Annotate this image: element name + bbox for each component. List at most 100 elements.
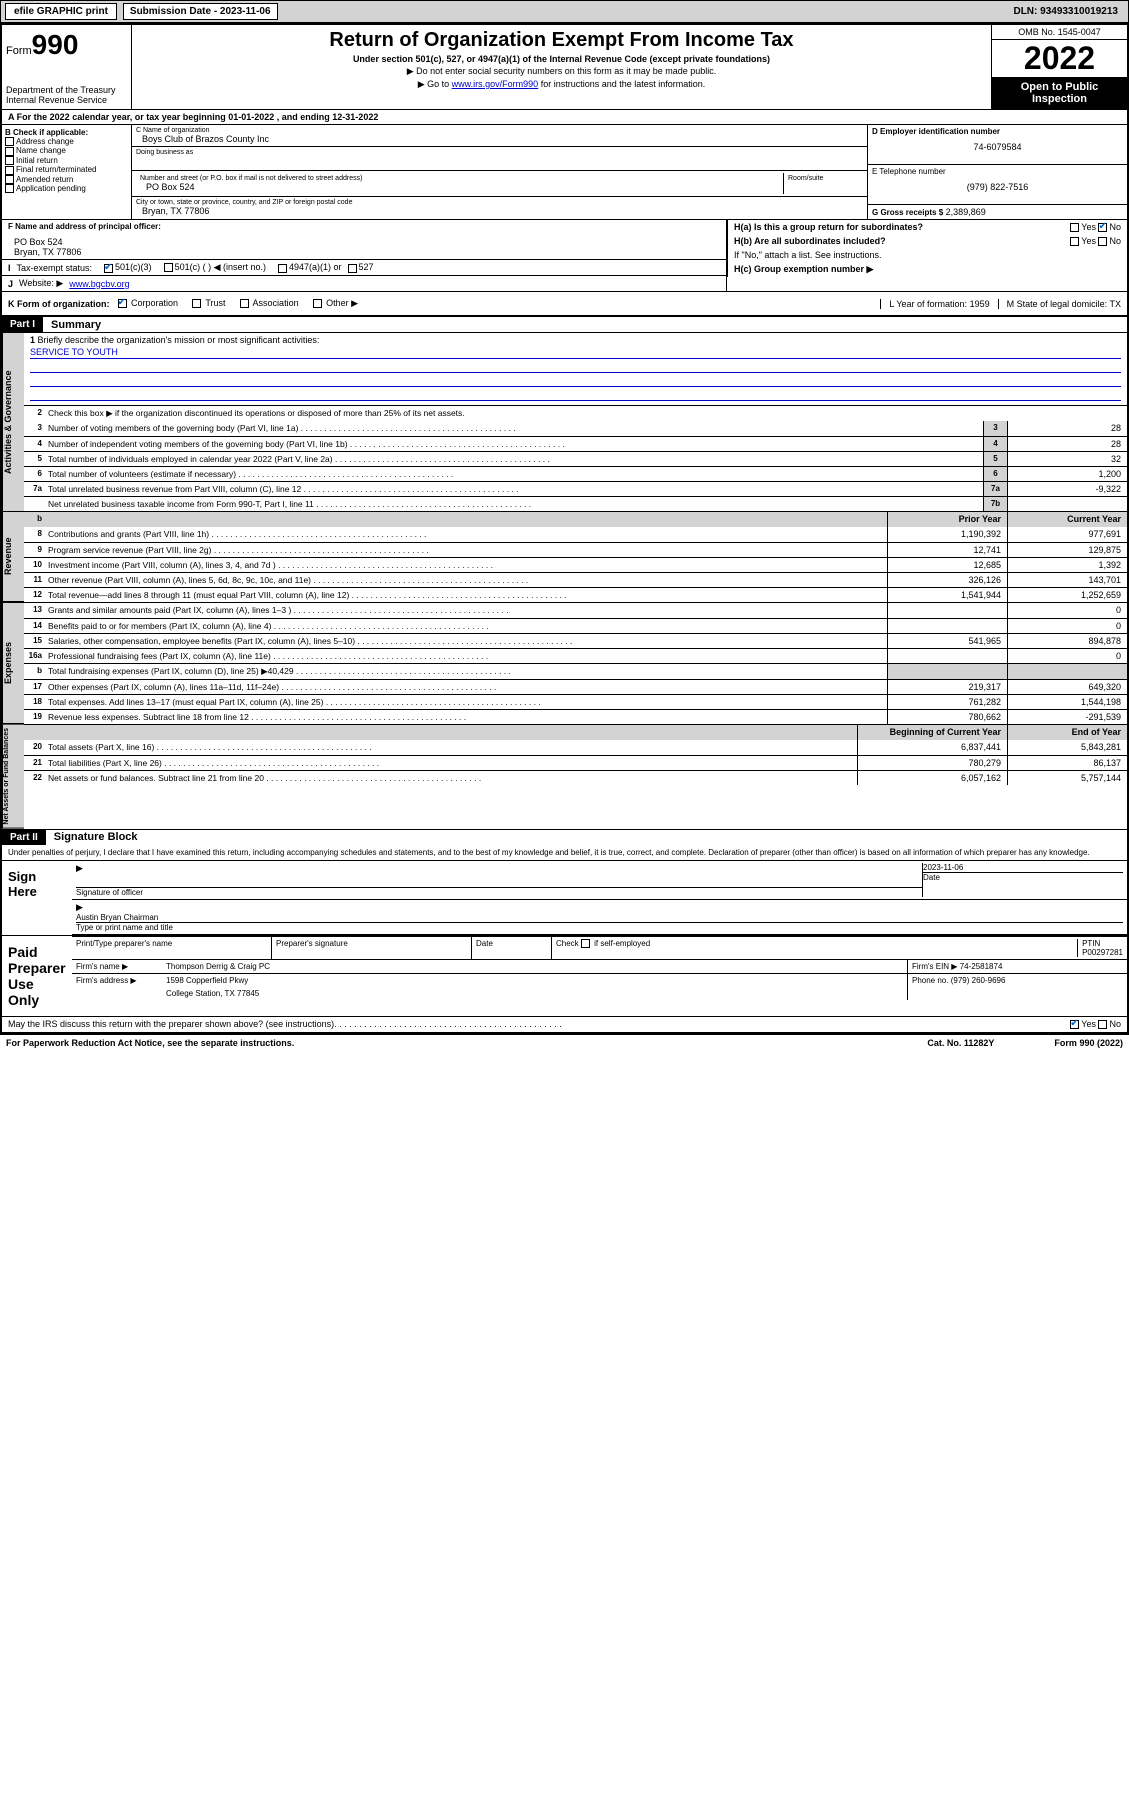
j-label: Website: ▶ xyxy=(19,278,63,289)
irs-label: Internal Revenue Service xyxy=(6,95,127,105)
i-label: Tax-exempt status: xyxy=(17,263,93,273)
table-row: 20Total assets (Part X, line 16)6,837,44… xyxy=(24,740,1127,755)
tax-year: 2022 xyxy=(992,40,1127,77)
submission-date: Submission Date - 2023-11-06 xyxy=(123,3,278,20)
ha-no[interactable] xyxy=(1098,223,1107,232)
table-row: 14Benefits paid to or for members (Part … xyxy=(24,618,1127,633)
q2-text: Check this box ▶ if the organization dis… xyxy=(46,406,1127,421)
sig-declaration: Under penalties of perjury, I declare th… xyxy=(2,845,1127,860)
row-a-taxyear: A For the 2022 calendar year, or tax yea… xyxy=(2,109,1127,124)
boxb-item[interactable]: Amended return xyxy=(5,175,128,184)
col-curr: Current Year xyxy=(1007,512,1127,527)
table-row: 7aTotal unrelated business revenue from … xyxy=(24,481,1127,496)
side-revenue: Revenue xyxy=(2,512,24,602)
prep-sig-label: Preparer's signature xyxy=(272,937,472,959)
irs-link[interactable]: www.irs.gov/Form990 xyxy=(452,79,539,89)
ha-label: H(a) Is this a group return for subordin… xyxy=(734,222,923,232)
boxb-item[interactable]: Final return/terminated xyxy=(5,165,128,174)
footer-catno: Cat. No. 11282Y xyxy=(927,1038,994,1048)
table-row: 12Total revenue—add lines 8 through 11 (… xyxy=(24,587,1127,602)
table-row: 13Grants and similar amounts paid (Part … xyxy=(24,603,1127,618)
side-activities: Activities & Governance xyxy=(2,333,24,511)
m-val: TX xyxy=(1109,299,1121,309)
f-addr2: Bryan, TX 77806 xyxy=(8,247,720,257)
l-val: 1959 xyxy=(970,299,990,309)
may-irs-discuss: May the IRS discuss this return with the… xyxy=(8,1019,334,1029)
k-opt[interactable]: Trust xyxy=(192,298,226,308)
checkbox-501c[interactable] xyxy=(164,263,173,272)
part2-header: Part II xyxy=(2,830,46,845)
f-label: F Name and address of principal officer: xyxy=(8,222,720,231)
boxb-item[interactable]: Address change xyxy=(5,137,128,146)
firm-addr2: College Station, TX 77845 xyxy=(166,985,903,998)
irs-yes[interactable] xyxy=(1070,1020,1079,1029)
hb-no[interactable] xyxy=(1098,237,1107,246)
q1-text: Briefly describe the organization's miss… xyxy=(38,335,320,345)
subtitle-2: ▶ Do not enter social security numbers o… xyxy=(136,66,987,77)
form-number: Form990 xyxy=(6,29,127,61)
box-b: B Check if applicable: Address changeNam… xyxy=(2,125,132,219)
table-row: 15Salaries, other compensation, employee… xyxy=(24,633,1127,648)
paid-preparer: Paid Preparer Use Only xyxy=(2,936,72,1016)
subtitle-3: ▶ Go to www.irs.gov/Form990 for instruct… xyxy=(136,79,987,90)
side-netassets: Net Assets or Fund Balances xyxy=(2,725,24,829)
city-label: City or town, state or province, country… xyxy=(136,199,863,206)
sig-officer-label: Signature of officer xyxy=(76,888,143,897)
firm-name-label: Firm's name ▶ xyxy=(72,960,162,973)
street-value: PO Box 524 xyxy=(140,182,779,192)
part2-title: Signature Block xyxy=(46,831,138,843)
firm-ein: 74-2581874 xyxy=(960,962,1003,971)
f-addr1: PO Box 524 xyxy=(8,231,720,247)
boxb-item[interactable]: Initial return xyxy=(5,156,128,165)
boxb-item[interactable]: Application pending xyxy=(5,184,128,193)
hb-yes[interactable] xyxy=(1070,237,1079,246)
ha-yes[interactable] xyxy=(1070,223,1079,232)
boxb-item[interactable]: Name change xyxy=(5,146,128,155)
website-link[interactable]: www.bgcbv.org xyxy=(69,279,129,289)
table-row: bTotal fundraising expenses (Part IX, co… xyxy=(24,663,1127,679)
mission-text: SERVICE TO YOUTH xyxy=(30,347,118,357)
checkbox-4947[interactable] xyxy=(278,264,287,273)
c-name-label: C Name of organization xyxy=(136,127,863,134)
firm-phone: (979) 260-9696 xyxy=(951,976,1006,985)
room-label: Room/suite xyxy=(788,175,859,182)
k-opt[interactable]: Corporation xyxy=(118,298,179,308)
ptin-value: P00297281 xyxy=(1082,948,1123,957)
sign-here: Sign Here xyxy=(2,861,72,935)
officer-name: Austin Bryan Chairman xyxy=(76,913,1123,923)
dln: DLN: 93493310019213 xyxy=(1013,6,1118,17)
irs-no[interactable] xyxy=(1098,1020,1107,1029)
part1-title: Summary xyxy=(43,319,101,331)
table-row: 4Number of independent voting members of… xyxy=(24,436,1127,451)
street-label: Number and street (or P.O. box if mail i… xyxy=(140,175,779,182)
gross-label: G Gross receipts $ xyxy=(872,208,943,217)
checkbox-501c3[interactable] xyxy=(104,264,113,273)
table-row: 16aProfessional fundraising fees (Part I… xyxy=(24,648,1127,663)
city-value: Bryan, TX 77806 xyxy=(136,206,863,216)
k-opt[interactable]: Association xyxy=(240,298,299,308)
k-label: K Form of organization: xyxy=(8,299,110,309)
firm-addr1: 1598 Copperfield Pkwy xyxy=(166,976,903,985)
side-expenses: Expenses xyxy=(2,603,24,724)
k-opt[interactable]: Other ▶ xyxy=(313,298,358,308)
table-row: 8Contributions and grants (Part VIII, li… xyxy=(24,527,1127,542)
sig-date: 2023-11-06 xyxy=(923,863,1123,872)
table-row: 22Net assets or fund balances. Subtract … xyxy=(24,770,1127,785)
form-990: Form990 Department of the Treasury Inter… xyxy=(0,23,1129,1034)
prep-date-label: Date xyxy=(472,937,552,959)
col-prior: Prior Year xyxy=(887,512,1007,527)
l-label: L Year of formation: xyxy=(889,299,969,309)
col-begin: Beginning of Current Year xyxy=(857,725,1007,740)
org-name: Boys Club of Brazos County Inc xyxy=(136,134,863,144)
self-employed: Check if self-employed xyxy=(556,939,1077,957)
table-row: 3Number of voting members of the governi… xyxy=(24,421,1127,436)
ein-value: 74-6079584 xyxy=(872,136,1123,152)
efile-button[interactable]: efile GRAPHIC print xyxy=(5,3,117,20)
dba-label: Doing business as xyxy=(136,149,863,156)
table-row: 21Total liabilities (Part X, line 26)780… xyxy=(24,755,1127,770)
firm-addr-label: Firm's address ▶ xyxy=(72,974,162,1000)
dept-treasury: Department of the Treasury xyxy=(6,85,127,95)
checkbox-527[interactable] xyxy=(348,264,357,273)
ein-label: D Employer identification number xyxy=(872,127,1123,136)
omb-number: OMB No. 1545-0047 xyxy=(992,25,1127,40)
